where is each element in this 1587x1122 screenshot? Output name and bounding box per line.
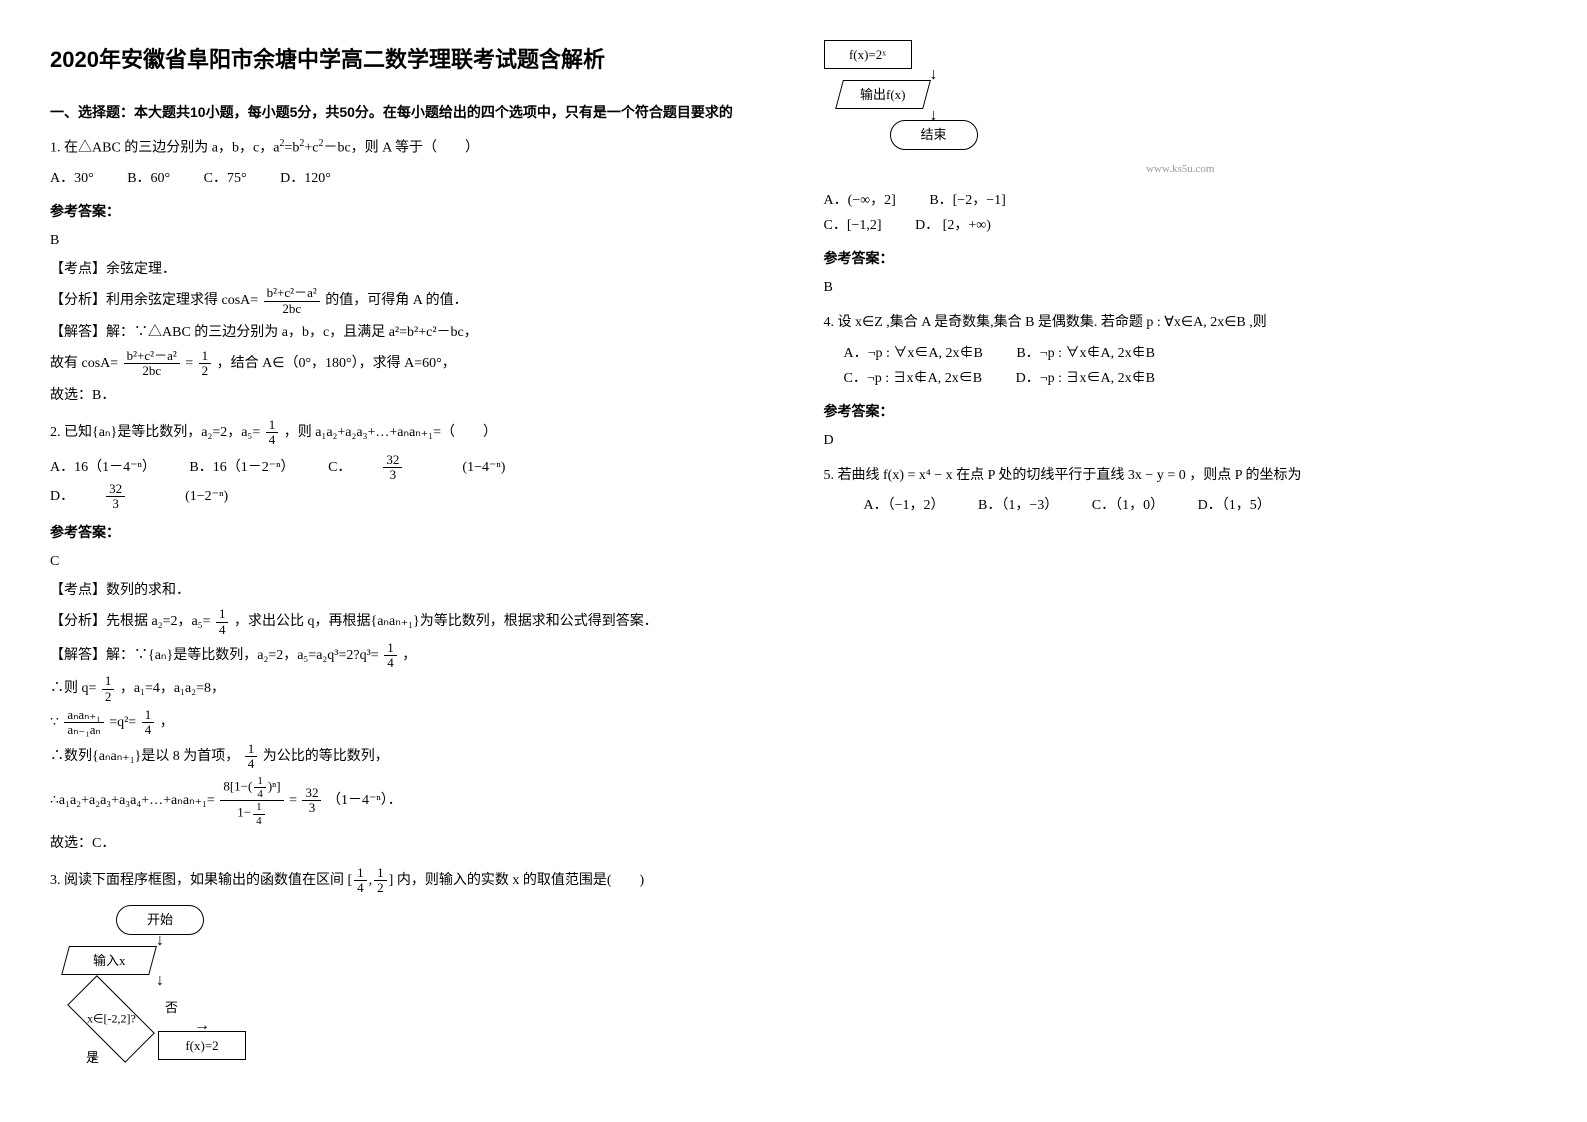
- q1-answer: B: [50, 228, 764, 253]
- q3-opt-c: C．[−1,2]: [824, 213, 882, 238]
- fc-branch-yes: f(x)=2ˣ: [824, 40, 912, 69]
- q1-fenxi: 【分析】利用余弦定理求得 cosA= b²+c²－a²2bc 的值，可得角 A …: [50, 286, 764, 316]
- fc-input: 输入x: [61, 946, 157, 975]
- fc-output: 输出f(x): [835, 80, 931, 109]
- q2-answer-label: 参考答案：: [50, 520, 764, 545]
- fc-arrow: ↓: [824, 110, 1044, 123]
- q3-answer: B: [824, 275, 1538, 300]
- q5-opt-d: D．（1，5）: [1198, 493, 1271, 518]
- q2-jieda-5: 故选：C．: [50, 831, 764, 856]
- fc-end: 结束: [890, 120, 978, 149]
- q2-jieda-3: ∵ aₙaₙ₊₁aₙ₋₁aₙ =q²= 14 ，: [50, 708, 764, 738]
- fc-start: 开始: [116, 905, 204, 934]
- q4-opt-a: A．¬p : ∀x∈A, 2x∉B: [844, 341, 983, 366]
- q3-options: A．(−∞，2] B．[−2，−1] C．[−1,2] D． [2，+∞): [824, 188, 1538, 238]
- q5-opt-a: A．（−1，2）: [864, 493, 945, 518]
- q3-answer-label: 参考答案：: [824, 246, 1538, 271]
- q4-answer-label: 参考答案：: [824, 399, 1538, 424]
- q2-jieda-4: ∴数列{aₙaₙ₊₁}是以 8 为首项， 14 为公比的等比数列，: [50, 742, 764, 772]
- q5-options: A．（−1，2） B．（1，−3） C．（1，0） D．（1，5）: [824, 493, 1538, 518]
- q2-jieda-1: 【解答】解：∵{aₙ}是等比数列，a₂=2，a₅=a₂q³=2?q³= 14 ，: [50, 641, 764, 671]
- q1-stem-b: =b: [284, 140, 299, 155]
- q2-opt-b: B．16（1－2⁻ⁿ）: [189, 455, 294, 480]
- q1-opt-b: B．60°: [127, 166, 170, 191]
- q1-stem-c: +c: [304, 140, 318, 155]
- q2-fenxi: 【分析】先根据 a₂=2，a₅= 14 ，求出公比 q，再根据{aₙaₙ₊₁}为…: [50, 607, 764, 637]
- q1-jieda-3: 故选：B．: [50, 383, 764, 408]
- q1-opt-c: C．75°: [204, 166, 247, 191]
- q1-opt-d: D．120°: [280, 166, 331, 191]
- q2-kaodian: 【考点】数列的求和．: [50, 578, 764, 603]
- q4-opt-d: D．¬p : ∃x∈A, 2x∉B: [1016, 366, 1155, 391]
- q2-answer: C: [50, 549, 764, 574]
- q2-sum-line: ∴a₁a₂+a₂a₃+a₃a₄+…+aₙaₙ₊₁= 8[1−(14)ⁿ] 1−1…: [50, 775, 764, 826]
- q3-stem: 3. 阅读下面程序框图，如果输出的函数值在区间 [14,12] 内，则输入的实数…: [50, 866, 764, 896]
- q4-stem: 4. 设 x∈Z ,集合 A 是奇数集,集合 B 是偶数集. 若命题 p : ∀…: [824, 310, 1538, 335]
- q1-jieda-1: 【解答】解：∵△ABC 的三边分别为 a，b，c，且满足 a²=b²+c²－bc…: [50, 320, 764, 345]
- q2-stem: 2. 已知{aₙ}是等比数列，a₂=2，a₅= 14 ，则 a₁a₂+a₂a₃+…: [50, 418, 764, 448]
- q2-jieda-2: ∴则 q= 12 ，a₁=4，a₁a₂=8，: [50, 674, 764, 704]
- page-title: 2020年安徽省阜阳市余塘中学高二数学理联考试题含解析: [50, 40, 764, 80]
- q4-options: A．¬p : ∀x∈A, 2x∉B B．¬p : ∀x∉A, 2x∉B C．¬p…: [824, 341, 1538, 391]
- q5-opt-b: B．（1，−3）: [978, 493, 1058, 518]
- fc-condition: x∈[-2,2]?: [67, 975, 155, 1063]
- q1-kaodian: 【考点】余弦定理．: [50, 257, 764, 282]
- q4-opt-b: B．¬p : ∀x∉A, 2x∉B: [1016, 341, 1155, 366]
- q1-stem-d: －bc，则 A 等于（ ）: [323, 140, 479, 155]
- q1-opt-a: A．30°: [50, 166, 94, 191]
- q4-opt-c: C．¬p : ∃x∉A, 2x∈B: [844, 366, 983, 391]
- section-1-heading: 一、选择题：本大题共10小题，每小题5分，共50分。在每小题给出的四个选项中，只…: [50, 100, 764, 125]
- fc-yes-label: 是: [86, 1046, 99, 1069]
- q3-opt-a: A．(−∞，2]: [824, 188, 896, 213]
- q4-answer: D: [824, 428, 1538, 453]
- q1-jieda-2: 故有 cosA= b²+c²－a²2bc = 12 ，结合 A∈（0°，180°…: [50, 349, 764, 379]
- q2-opt-d: D．323(1−2⁻ⁿ): [50, 482, 258, 512]
- q5-opt-c: C．（1，0）: [1092, 493, 1164, 518]
- q2-opt-c: C．323(1−4⁻ⁿ): [328, 453, 535, 483]
- q1-stem-a: 1. 在△ABC 的三边分别为 a，b，c，a: [50, 140, 279, 155]
- q1-stem: 1. 在△ABC 的三边分别为 a，b，c，a2=b2+c2－bc，则 A 等于…: [50, 135, 764, 161]
- q1-options: A．30° B．60° C．75° D．120°: [50, 166, 764, 191]
- watermark: www.ks5u.com: [824, 160, 1538, 180]
- q5-stem: 5. 若曲线 f(x) = x⁴ − x 在点 P 处的切线平行于直线 3x −…: [824, 463, 1538, 488]
- q2-opt-a: A．16（1－4⁻ⁿ）: [50, 455, 156, 480]
- q1-answer-label: 参考答案：: [50, 199, 764, 224]
- q2-options: A．16（1－4⁻ⁿ） B．16（1－2⁻ⁿ） C．323(1−4⁻ⁿ) D．3…: [50, 453, 764, 512]
- q3-opt-d: D． [2，+∞): [915, 213, 991, 238]
- q3-opt-b: B．[−2，−1]: [929, 188, 1005, 213]
- fc-no-label: 否: [165, 996, 178, 1019]
